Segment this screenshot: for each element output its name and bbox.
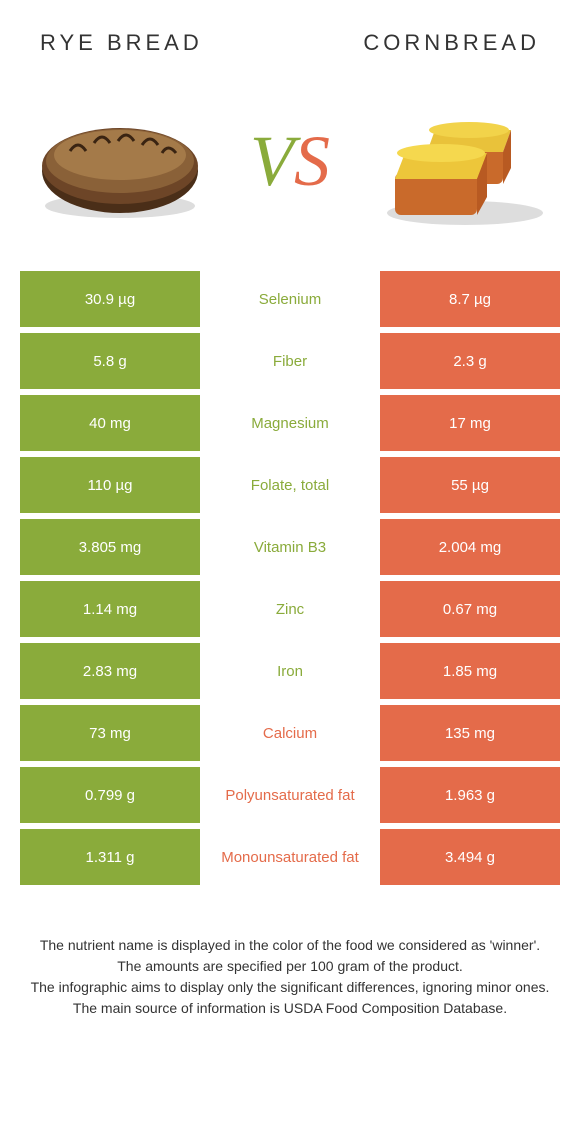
nutrient-row: 1.14 mgZinc0.67 mg xyxy=(20,581,560,637)
nutrient-name: Fiber xyxy=(200,333,380,389)
infographic-page: RYE BREAD CORNBREAD VS xyxy=(0,0,580,1144)
nutrient-name: Iron xyxy=(200,643,380,699)
nutrient-row: 0.799 gPolyunsaturated fat1.963 g xyxy=(20,767,560,823)
nutrient-name: Magnesium xyxy=(200,395,380,451)
right-value: 2.004 mg xyxy=(380,519,560,575)
left-value: 3.805 mg xyxy=(20,519,200,575)
vs-v: V xyxy=(250,121,294,201)
right-value: 8.7 µg xyxy=(380,271,560,327)
right-value: 135 mg xyxy=(380,705,560,761)
nutrient-table: 30.9 µgSelenium8.7 µg 5.8 gFiber2.3 g 40 m… xyxy=(20,271,560,885)
right-value: 1.963 g xyxy=(380,767,560,823)
left-value: 1.14 mg xyxy=(20,581,200,637)
right-food-title: CORNBREAD xyxy=(363,30,540,56)
footnote-line: The nutrient name is displayed in the co… xyxy=(30,935,550,956)
left-value: 1.311 g xyxy=(20,829,200,885)
nutrient-row: 110 µgFolate, total55 µg xyxy=(20,457,560,513)
vs-label: VS xyxy=(250,120,330,203)
nutrient-name: Calcium xyxy=(200,705,380,761)
left-value: 110 µg xyxy=(20,457,200,513)
nutrient-name: Polyunsaturated fat xyxy=(200,767,380,823)
hero-row: VS xyxy=(20,91,560,231)
nutrient-row: 40 mgMagnesium17 mg xyxy=(20,395,560,451)
right-value: 17 mg xyxy=(380,395,560,451)
title-row: RYE BREAD CORNBREAD xyxy=(20,30,560,56)
footnote-line: The infographic aims to display only the… xyxy=(30,977,550,998)
left-value: 30.9 µg xyxy=(20,271,200,327)
vs-s: S xyxy=(294,121,330,201)
nutrient-name: Vitamin B3 xyxy=(200,519,380,575)
right-value: 0.67 mg xyxy=(380,581,560,637)
nutrient-name: Selenium xyxy=(200,271,380,327)
left-value: 5.8 g xyxy=(20,333,200,389)
left-value: 73 mg xyxy=(20,705,200,761)
right-value: 3.494 g xyxy=(380,829,560,885)
nutrient-row: 3.805 mgVitamin B32.004 mg xyxy=(20,519,560,575)
nutrient-row: 73 mgCalcium135 mg xyxy=(20,705,560,761)
rye-bread-image xyxy=(30,91,210,231)
footnote-line: The amounts are specified per 100 gram o… xyxy=(30,956,550,977)
right-value: 1.85 mg xyxy=(380,643,560,699)
left-food-title: RYE BREAD xyxy=(40,30,203,56)
nutrient-row: 2.83 mgIron1.85 mg xyxy=(20,643,560,699)
left-value: 0.799 g xyxy=(20,767,200,823)
nutrient-row: 5.8 gFiber2.3 g xyxy=(20,333,560,389)
right-value: 55 µg xyxy=(380,457,560,513)
left-value: 40 mg xyxy=(20,395,200,451)
footnote-line: The main source of information is USDA F… xyxy=(30,998,550,1019)
nutrient-name: Folate, total xyxy=(200,457,380,513)
nutrient-name: Zinc xyxy=(200,581,380,637)
footnotes: The nutrient name is displayed in the co… xyxy=(20,935,560,1019)
right-value: 2.3 g xyxy=(380,333,560,389)
left-value: 2.83 mg xyxy=(20,643,200,699)
cornbread-image xyxy=(370,91,550,231)
nutrient-name: Monounsaturated fat xyxy=(200,829,380,885)
nutrient-row: 30.9 µgSelenium8.7 µg xyxy=(20,271,560,327)
nutrient-row: 1.311 gMonounsaturated fat3.494 g xyxy=(20,829,560,885)
